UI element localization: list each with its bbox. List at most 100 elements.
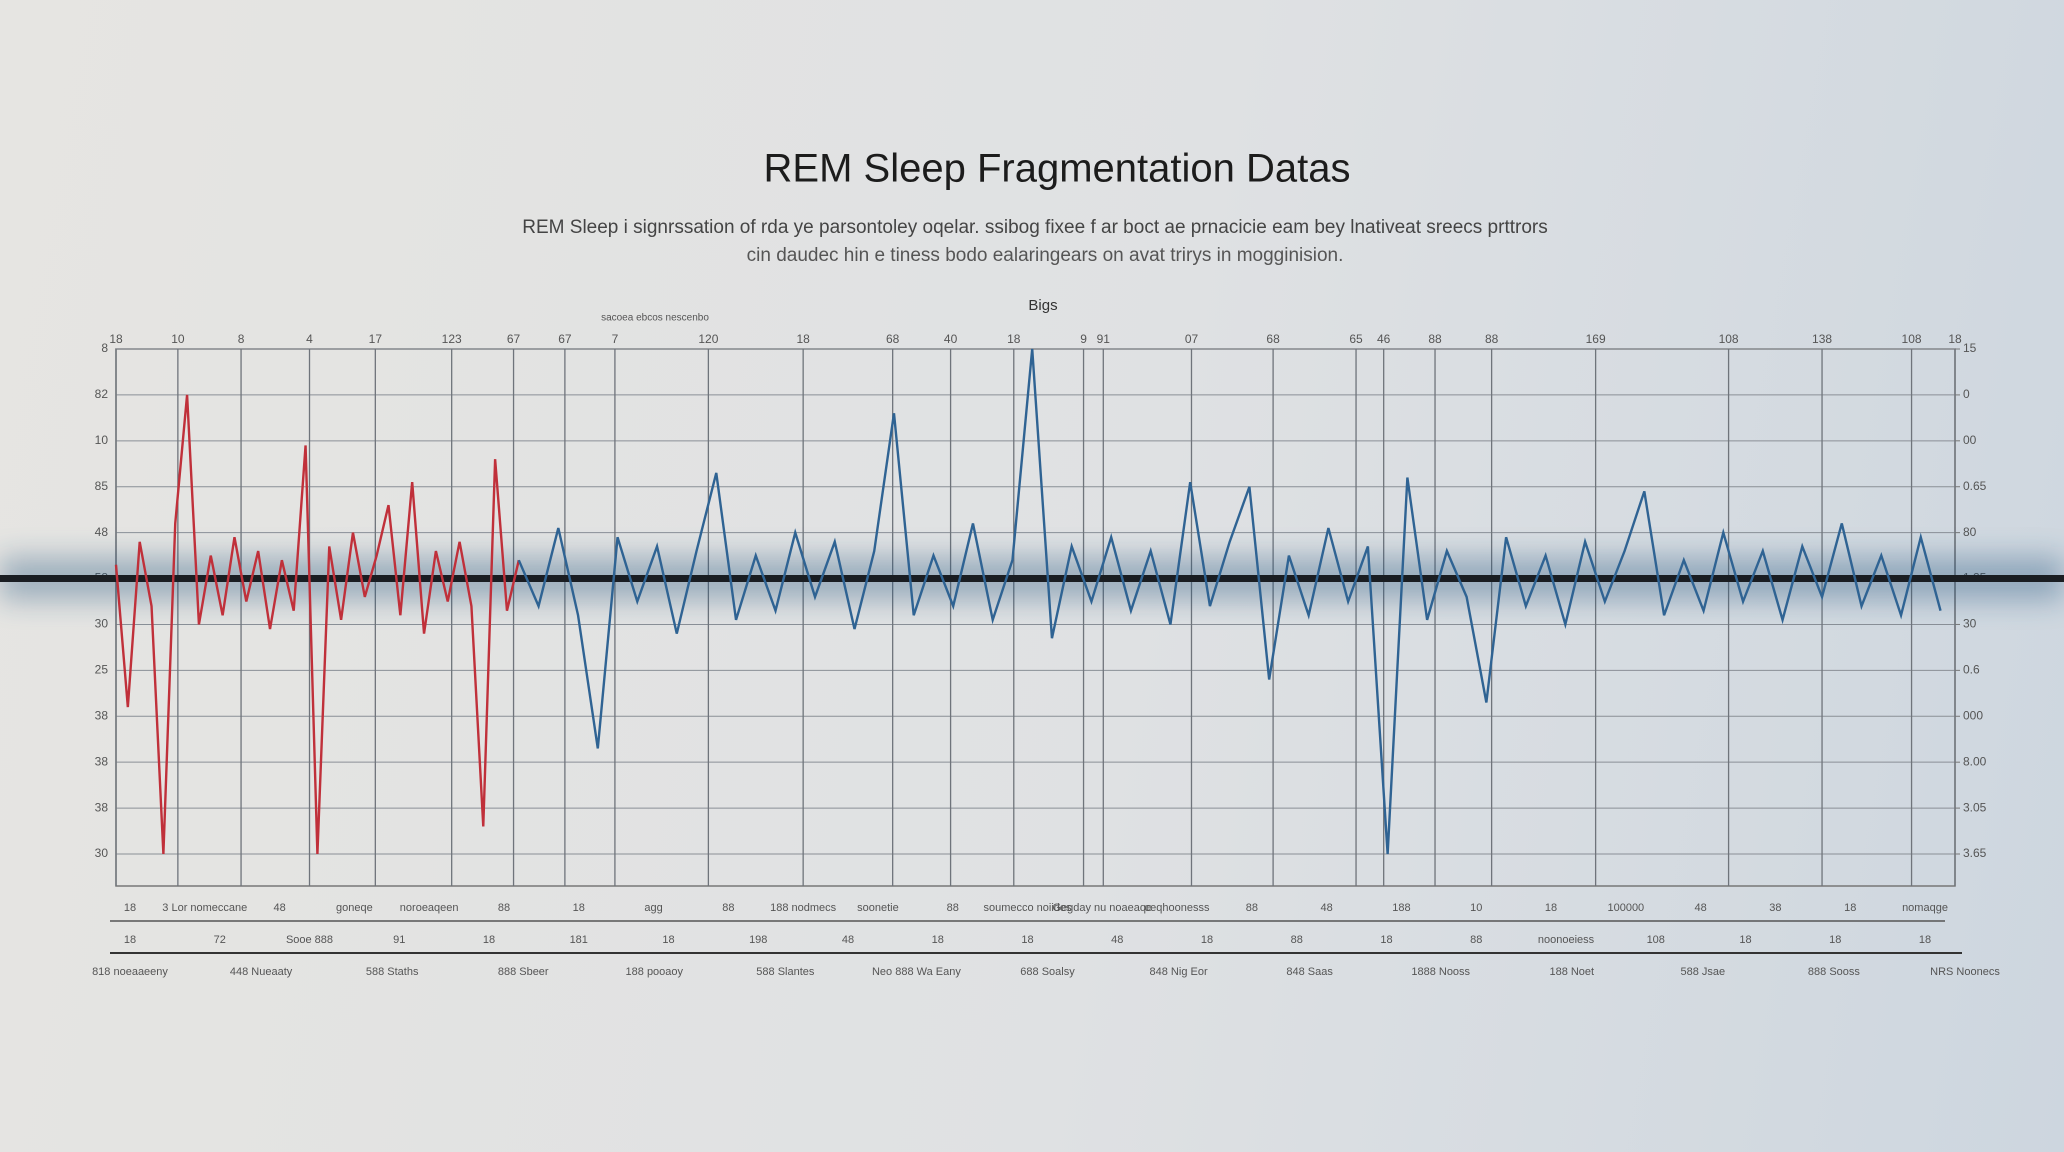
footer-label: 18	[1739, 934, 1751, 946]
y2-tick-label: 15	[1963, 341, 1977, 355]
y2-tick-label: 30	[1963, 617, 1977, 631]
y2-tick-label: 0.65	[1963, 479, 1987, 493]
x-tick-label: 108	[1719, 332, 1739, 346]
footer-label: 18	[573, 902, 585, 914]
footer-label: nomaqge	[1902, 902, 1948, 914]
footer-label: 1888 Nooss	[1411, 966, 1470, 978]
footer-label: 88	[1246, 902, 1258, 914]
x-tick-label: 138	[1812, 332, 1832, 346]
x-tick-label: 9	[1080, 332, 1087, 346]
footer-label: Gegday nu noaeaqe	[1052, 902, 1152, 914]
footer-label: 88	[1291, 934, 1303, 946]
x-tick-label: 40	[944, 332, 958, 346]
y2-tick-label: 80	[1963, 525, 1977, 539]
y2-tick-label: 3.65	[1963, 846, 1987, 860]
footer-label: 48	[1111, 934, 1123, 946]
footer-label: 88	[947, 902, 959, 914]
footer-label: 18	[124, 934, 136, 946]
footer-label: 198	[749, 934, 767, 946]
footer-label: 18	[662, 934, 674, 946]
axis-label: Bigs	[1028, 297, 1057, 314]
footer-label: 18	[1380, 934, 1392, 946]
footer-label: Neo 888 Wa Eany	[872, 966, 961, 978]
footer-label: 108	[1647, 934, 1665, 946]
y-tick-label: 38	[95, 708, 109, 722]
signal-line	[517, 348, 1942, 855]
footer-label: 48	[1321, 902, 1333, 914]
footer-label: 688 Soalsy	[1020, 966, 1075, 978]
y-tick-label: 30	[95, 846, 109, 860]
footer-label: 18	[1201, 934, 1213, 946]
footer-label: 38	[1769, 902, 1781, 914]
y2-tick-label: 3.05	[1963, 800, 1987, 814]
y-tick-label: 30	[95, 617, 109, 631]
x-tick-label: 18	[796, 332, 810, 346]
footer-label: soonetie	[857, 902, 899, 914]
x-tick-label: 7	[612, 332, 619, 346]
y-tick-label: 10	[95, 433, 109, 447]
subtitle: cin daudec hin e tiness bodo ealaringear…	[747, 245, 1344, 266]
plot-frame	[115, 348, 1956, 887]
footer-label: 888 Sooss	[1808, 966, 1860, 978]
footer-label: 48	[1695, 902, 1707, 914]
footer-label: noroeaqeen	[400, 902, 459, 914]
footer-label: 48	[273, 902, 285, 914]
signal-line	[114, 394, 520, 855]
footer-label: NRS Noonecs	[1930, 966, 2000, 978]
y2-tick-label: 0.6	[1963, 663, 1980, 677]
x-tick-label: 91	[1097, 332, 1111, 346]
footer-label: 188 Noet	[1549, 966, 1594, 978]
x-tick-label: 68	[1266, 332, 1280, 346]
footer-label: 588 Slantes	[756, 966, 815, 978]
x-tick-label: 120	[698, 332, 718, 346]
footer-label: 588 Jsae	[1681, 966, 1726, 978]
x-tick-label: 4	[306, 332, 313, 346]
footer-label: noonoeiess	[1538, 934, 1595, 946]
y2-tick-label: 8.00	[1963, 754, 1987, 768]
y-tick-label: 38	[95, 800, 109, 814]
footer-label: Sooe 888	[286, 934, 333, 946]
footer-label: goneqe	[336, 902, 373, 914]
x-tick-label: 108	[1902, 332, 1922, 346]
footer-label: 188 pooaoy	[626, 966, 684, 978]
footer-label: 18	[1919, 934, 1931, 946]
x-tick-label: 18	[1948, 332, 1962, 346]
x-tick-label: 65	[1349, 332, 1363, 346]
x-tick-label: 169	[1586, 332, 1606, 346]
footer-label: 10	[1470, 902, 1482, 914]
x-tick-label: 67	[558, 332, 572, 346]
x-tick-label: 18	[109, 332, 123, 346]
footer-label: 3 Lor nomeccane	[162, 902, 247, 914]
y-tick-label: 8	[101, 341, 108, 355]
footer-label: 848 Saas	[1286, 966, 1333, 978]
y-tick-label: 48	[95, 525, 109, 539]
footer-label: 18	[1829, 934, 1841, 946]
x-tick-label: 07	[1185, 332, 1199, 346]
subtitle: REM Sleep i signrssation of rda ye parso…	[522, 217, 1547, 238]
y-tick-label: 38	[95, 754, 109, 768]
footer-label: 91	[393, 934, 405, 946]
footer-label: 18	[1844, 902, 1856, 914]
y-tick-label: 25	[95, 663, 109, 677]
footer-label: 100000	[1607, 902, 1644, 914]
x-tick-label: 18	[1007, 332, 1021, 346]
footer-label: agg	[644, 902, 662, 914]
x-tick-label: 10	[171, 332, 185, 346]
x-tick-label: 68	[886, 332, 900, 346]
x-tick-label: 8	[238, 332, 245, 346]
footer-label: 72	[214, 934, 226, 946]
y2-tick-label: 000	[1963, 708, 1983, 722]
x-tick-label: 67	[507, 332, 521, 346]
footer-label: 18	[124, 902, 136, 914]
x-tick-label: 46	[1377, 332, 1391, 346]
chart-title: REM Sleep Fragmentation Datas	[764, 147, 1351, 191]
footer-label: 181	[570, 934, 588, 946]
y2-tick-label: 00	[1963, 433, 1977, 447]
y-tick-label: 85	[95, 479, 109, 493]
y-tick-label: 82	[95, 387, 109, 401]
footer-label: 18	[932, 934, 944, 946]
footer-label: 88	[1470, 934, 1482, 946]
y2-tick-label: 0	[1963, 387, 1970, 401]
